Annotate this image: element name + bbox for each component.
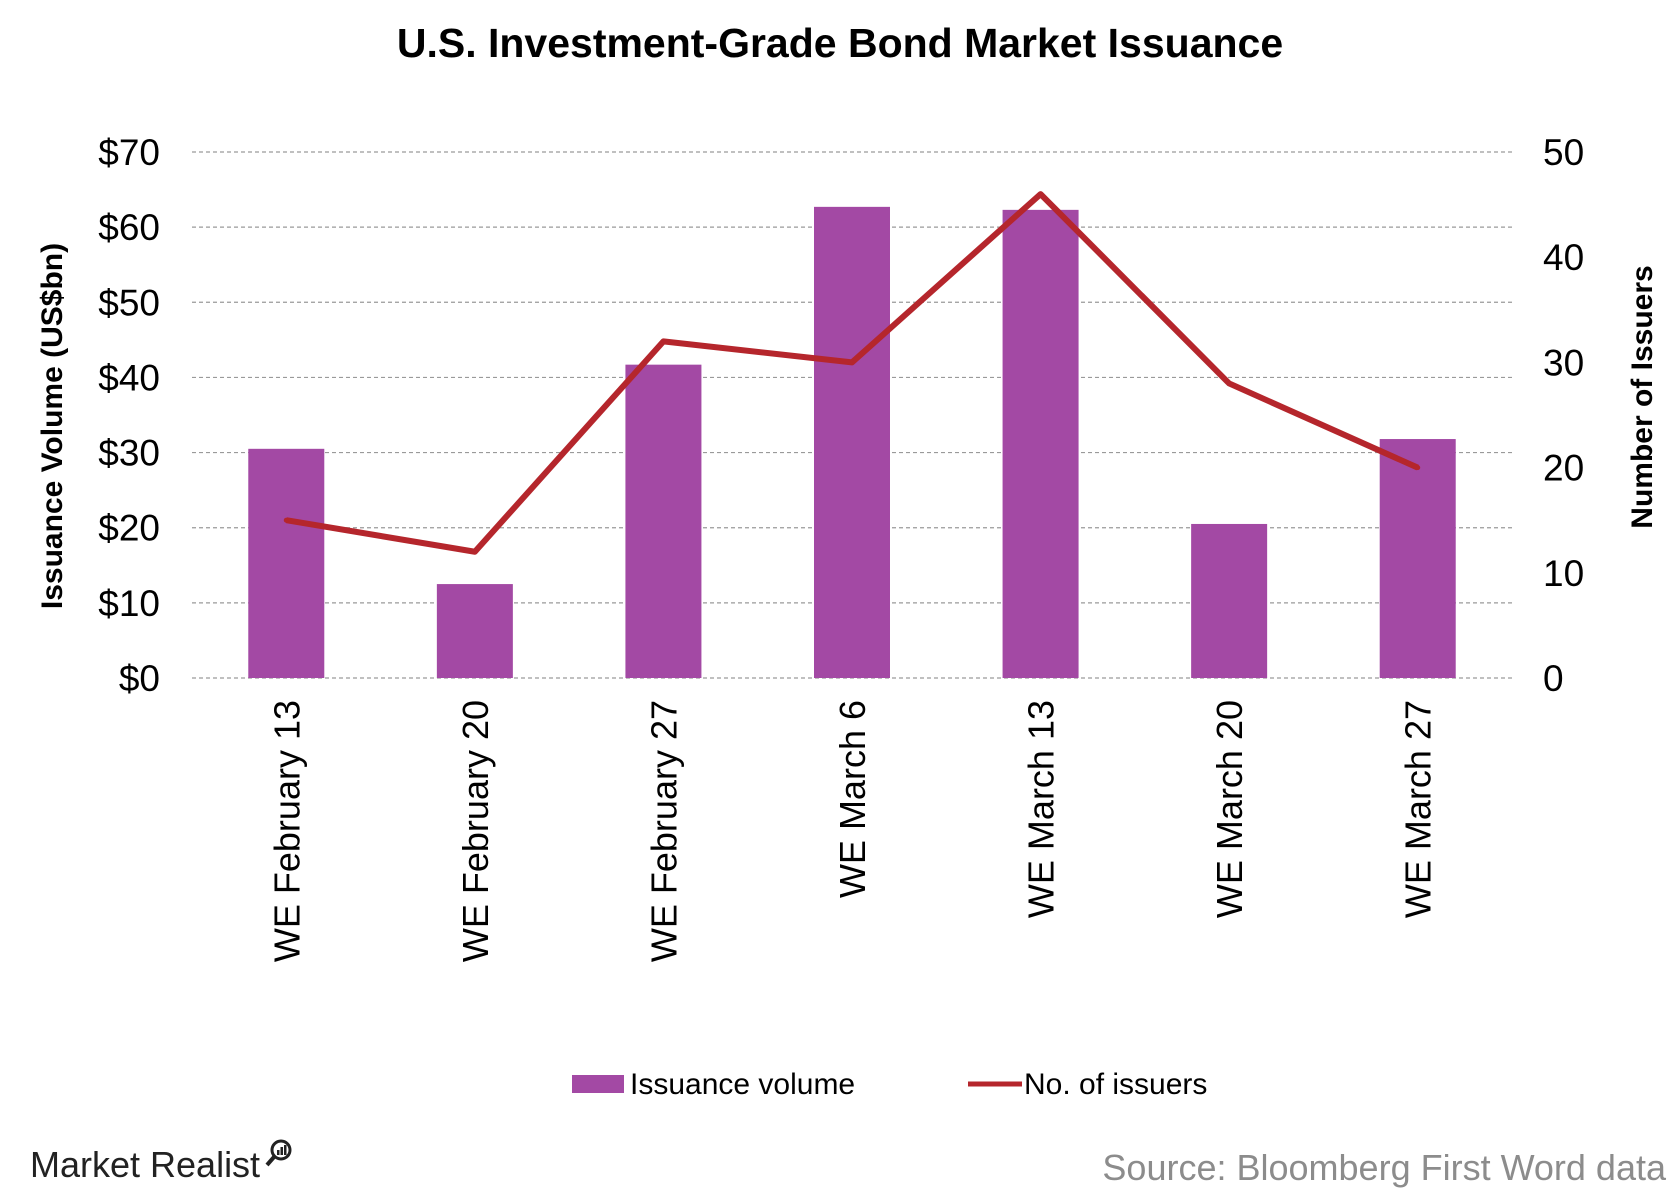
right-tick-label: 50 [1543,132,1584,173]
bar [1191,523,1268,678]
left-axis-title: Issuance Volume (US$bn) [36,243,69,609]
legend-label-issuance-volume: Issuance volume [630,1068,855,1101]
category-label: WE February 27 [643,700,684,962]
left-tick-label: $10 [98,583,160,624]
right-tick-label: 40 [1543,237,1584,278]
legend-swatch-issuance-volume [572,1075,624,1093]
line-point [1226,380,1232,386]
magnifier-chart-icon [265,1139,292,1167]
category-label: WE March 13 [1021,700,1062,918]
category-label: WE March 27 [1398,700,1439,918]
category-label: WE March 6 [832,700,873,898]
left-tick-label: $40 [98,357,160,398]
right-axis-title: Number of Issuers [1626,265,1659,528]
left-tick-label: $20 [98,508,160,549]
legend: Issuance volume No. of issuers [572,1068,1207,1101]
left-tick-label: $50 [98,282,160,323]
chart-title: U.S. Investment-Grade Bond Market Issuan… [396,20,1284,66]
line-point [660,338,666,344]
bar [248,448,325,678]
bar-series [248,206,1456,679]
right-tick-label: 30 [1543,342,1584,383]
bar [625,364,702,678]
brand-logo-text: Market Realist [30,1144,261,1185]
left-tick-label: $70 [98,132,160,173]
right-axis-ticks: 0 10 20 30 40 50 [1543,132,1584,699]
category-label: WE February 20 [455,700,496,962]
line-point [1415,465,1421,471]
left-tick-label: $0 [119,658,160,699]
line-point [472,549,478,555]
bar [1002,209,1079,679]
right-tick-label: 10 [1543,553,1584,594]
legend-label-no-of-issuers: No. of issuers [1024,1068,1207,1101]
bar [1379,439,1456,678]
category-labels: WE February 13 WE February 20 WE February … [266,700,1438,962]
source-note: Source: Bloomberg First Word data [1102,1147,1666,1188]
left-axis-ticks: $0 $10 $20 $30 $40 $50 $60 $70 [98,132,160,699]
right-tick-label: 0 [1543,658,1564,699]
category-label: WE February 13 [266,700,307,962]
line-point [283,517,289,523]
line-point [1038,191,1044,197]
category-label: WE March 20 [1209,700,1250,918]
left-tick-label: $60 [98,207,160,248]
line-point [849,359,855,365]
bar [814,206,890,678]
bar [436,584,513,678]
line-series [283,191,1421,555]
right-tick-label: 20 [1543,448,1584,489]
left-tick-label: $30 [98,433,160,474]
